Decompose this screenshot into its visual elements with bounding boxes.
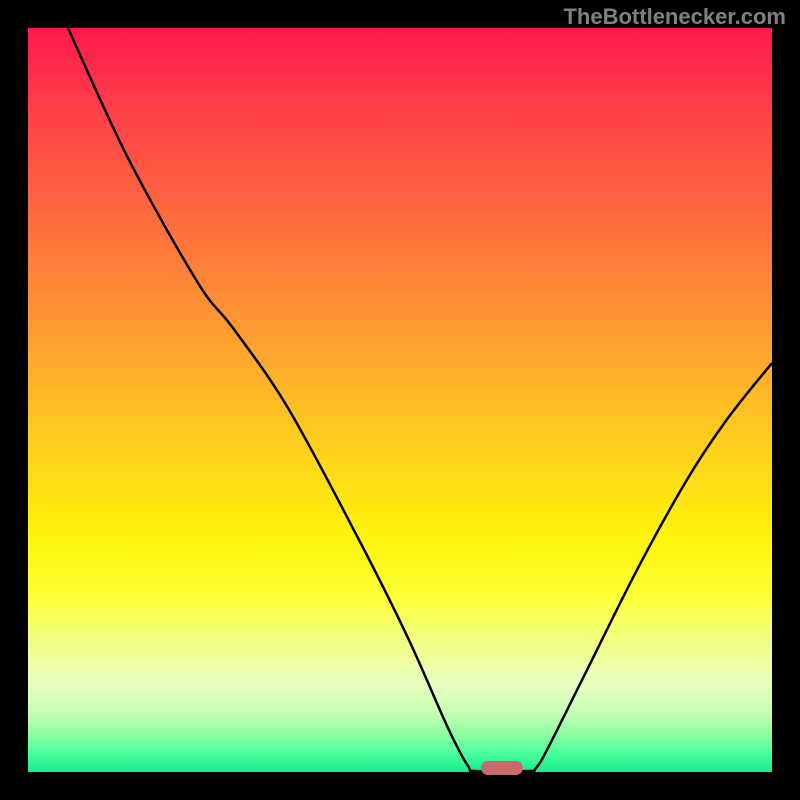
plot-area bbox=[28, 28, 772, 775]
optimal-marker bbox=[481, 761, 523, 775]
watermark-text: TheBottlenecker.com bbox=[563, 4, 786, 30]
bottleneck-chart bbox=[0, 0, 800, 800]
gradient-background bbox=[28, 28, 772, 772]
chart-container: TheBottlenecker.com bbox=[0, 0, 800, 800]
